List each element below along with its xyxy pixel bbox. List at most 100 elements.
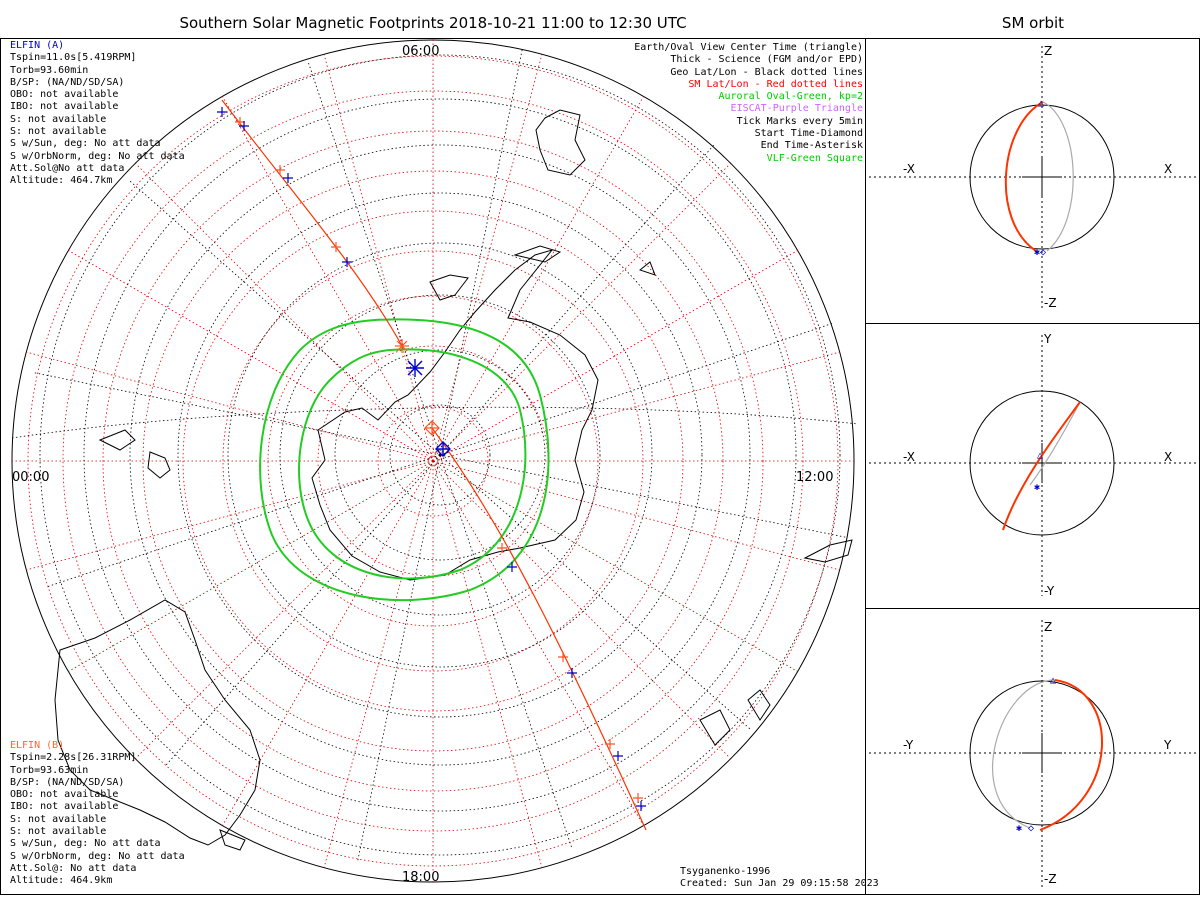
sm-mlt-spoke	[135, 460, 434, 759]
geo-meridian	[439, 454, 847, 538]
orbit-axis-label: -X	[903, 162, 915, 176]
svg-text:✱◇: ✱◇	[1034, 247, 1046, 258]
geo-meridian	[164, 454, 441, 767]
elfin-b-line: S: not available	[10, 826, 107, 838]
orbit-panel-xy: △ ✱	[869, 335, 1200, 596]
elfin-b-tick-mark	[497, 543, 507, 553]
elfin-b-tick-mark	[605, 739, 615, 749]
geo-meridian	[33, 372, 441, 456]
model-credit: Tsyganenko-1996	[680, 866, 771, 877]
elfin-a-tick-mark	[507, 562, 517, 572]
sm-latitude-circle	[222, 250, 644, 672]
legend-item: EISCAT-Purple Triangle	[730, 103, 863, 115]
sm-mlt-spoke	[26, 460, 434, 571]
elfin-a-line: S: not available	[10, 113, 107, 125]
geo-meridian	[307, 61, 441, 456]
sm-mlt-spoke	[68, 460, 434, 672]
legend-item: VLF-Green Square	[766, 152, 863, 164]
geo-meridian	[357, 454, 441, 862]
elfin-b-line: Att.Sol@: No att data	[10, 862, 137, 874]
elfin-a-line: IBO: not available	[10, 101, 119, 113]
elfin-a-info: ELFIN (A) Tspin=11.0s[5.419RPM] Torb=93.…	[10, 40, 185, 188]
orbit-axis-label: X	[1164, 162, 1173, 176]
geo-parallel	[11, 406, 859, 439]
geo-meridian	[46, 454, 441, 588]
elfin-a-end-asterisk	[406, 359, 424, 377]
orbit-axis-label: Y	[1164, 738, 1172, 752]
legend-item: End Time-Asterisk	[760, 140, 863, 152]
geo-latitude-circle	[39, 54, 841, 856]
plot-title: Southern Solar Magnetic Footprints 2018-…	[179, 14, 687, 32]
sm-mlt-spoke	[135, 163, 434, 462]
geo-meridian	[439, 454, 752, 731]
elfin-a-line: S w/OrbNorm, deg: No att data	[10, 150, 185, 162]
geo-meridian	[128, 179, 441, 456]
legend-item: Start Time-Diamond	[754, 128, 863, 140]
elfin-b-line: S: not available	[10, 813, 107, 825]
orbit-axis-label: -Y	[1044, 584, 1055, 598]
sm-mlt-spoke	[323, 460, 434, 868]
sm-mlt-spoke	[68, 250, 434, 462]
elfin-a-tick-mark	[567, 668, 577, 678]
orbit-axis-label: -X	[903, 450, 915, 464]
geo-meridian	[439, 143, 716, 456]
orbit-axis-label: -Z	[1044, 296, 1057, 310]
elfin-b-line: B/SP: (NA/ND/SD/SA)	[10, 776, 125, 788]
orbit-axis-label: Z	[1044, 44, 1053, 58]
elfin-b-line: S w/OrbNorm, deg: No att data	[10, 850, 185, 862]
svg-text:✱: ✱	[1034, 482, 1040, 493]
orbit-axis-label: Y	[1044, 332, 1052, 346]
elfin-a-line: OBO: not available	[10, 89, 119, 101]
elfin-a-tick-mark	[342, 257, 352, 267]
elfin-b-tick-mark	[275, 165, 285, 175]
orbit-axis-label: X	[1164, 450, 1173, 464]
elfin-a-line: Tspin=11.0s[5.419RPM]	[10, 52, 137, 64]
elfin-b-track	[221, 99, 647, 831]
elfin-b-line: Torb=93.63min	[10, 764, 89, 776]
elfin-a-tick-mark	[636, 801, 646, 811]
geo-latitude-circle	[334, 349, 546, 561]
elfin-a-line: S: not available	[10, 126, 107, 138]
sm-latitude-circle	[102, 130, 764, 792]
elfin-b-line: Altitude: 464.9km	[10, 875, 113, 887]
elfin-a-ticks	[217, 107, 646, 811]
elfin-b-line: S w/Sun, deg: No att data	[10, 838, 161, 850]
sm-mlt-spoke	[222, 96, 434, 462]
elfin-b-ticks	[235, 117, 643, 803]
elfin-b-line: Tspin=2.28s[26.31RPM]	[10, 752, 137, 764]
auroral-oval	[259, 318, 550, 602]
sm-mlt-spoke	[432, 96, 644, 462]
elfin-b-tick-mark	[558, 652, 568, 662]
elfin-a-tick-mark	[613, 751, 623, 761]
auroral-oval-outer	[259, 318, 550, 602]
geo-meridian	[439, 48, 523, 456]
sm-latitude-circle	[62, 90, 804, 832]
elfin-a-start-diamond	[435, 441, 451, 457]
elfin-a-tick-mark	[283, 173, 293, 183]
elfin-b-end-asterisk	[395, 339, 409, 353]
elfin-b-start-diamond	[424, 420, 440, 436]
mlt-label-left: 00:00	[12, 470, 50, 485]
legend-item: Thick - Science (FGM and/or EPD)	[670, 54, 863, 66]
legend-item: Tick Marks every 5min	[736, 115, 863, 127]
elfin-b-name: ELFIN (B)	[10, 740, 65, 751]
elfin-a-line: B/SP: (NA/ND/SD/SA)	[10, 76, 125, 88]
orbit-axis-label: Z	[1044, 620, 1053, 634]
sm-mlt-spoke	[26, 351, 434, 462]
sm-grid	[12, 40, 854, 882]
geo-latitude-circle	[83, 98, 797, 812]
orbit-axis-label: -Y	[903, 738, 914, 752]
elfin-a-line: Altitude: 464.7km	[10, 175, 113, 187]
auroral-oval-inner	[298, 348, 527, 580]
elfin-b-info: ELFIN (B) Tspin=2.28s[26.31RPM] Torb=93.…	[10, 740, 185, 888]
geo-latitude-circle	[177, 192, 703, 718]
elfin-b-tick-mark	[331, 242, 341, 252]
sm-mlt-spoke	[432, 351, 840, 462]
elfin-b-tick-mark	[235, 117, 245, 127]
elfin-a-line: Torb=93.60min	[10, 64, 89, 76]
sm-mlt-spoke	[432, 163, 731, 462]
orbit-panel-xz: △ ✱◇	[869, 46, 1200, 310]
sm-latitude-circle	[182, 210, 684, 712]
sm-mlt-spoke	[323, 54, 434, 462]
elfin-b-line: OBO: not available	[10, 789, 119, 801]
